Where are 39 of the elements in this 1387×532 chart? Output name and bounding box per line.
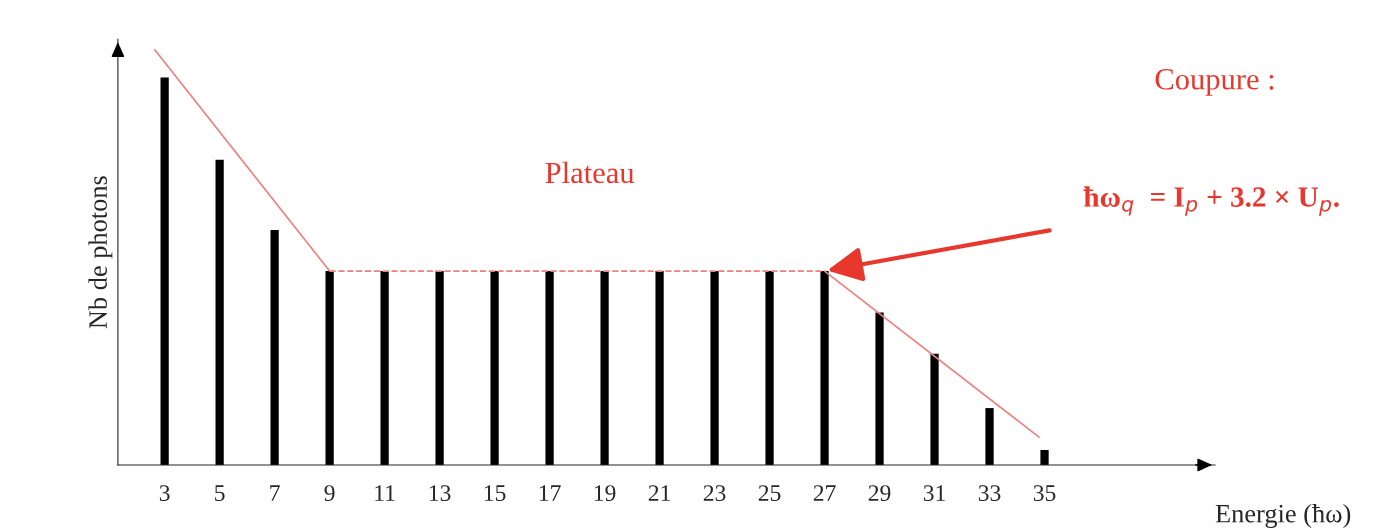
x-tick-label: 35 — [1033, 485, 1056, 502]
x-tick-label: 19 — [594, 485, 616, 502]
bar — [930, 353, 939, 465]
x-tick-label: 15 — [484, 485, 506, 502]
bar — [270, 229, 279, 465]
bar — [490, 271, 499, 465]
x-tick-label: 31 — [923, 485, 945, 502]
bar — [985, 408, 994, 465]
bar — [710, 271, 719, 465]
bar — [545, 271, 554, 465]
x-tick-label: 13 — [429, 485, 451, 502]
y-axis-title: Nb de photons — [88, 176, 113, 329]
x-tick-label: 23 — [703, 485, 726, 502]
x-tick-label: 9 — [324, 485, 335, 502]
x-tick-label: 21 — [648, 485, 670, 501]
bar — [820, 271, 829, 465]
bar — [655, 271, 664, 465]
bar — [600, 271, 609, 465]
bar — [215, 159, 224, 465]
bar — [875, 312, 884, 465]
bar — [1040, 450, 1049, 465]
x-tick-label: 3 — [159, 485, 170, 502]
bar — [160, 77, 169, 465]
x-tick-label: 5 — [215, 485, 225, 502]
bar — [380, 271, 389, 465]
annotation: Plateau — [545, 161, 635, 184]
x-tick-label: 27 — [813, 485, 836, 501]
x-tick-label: 11 — [375, 485, 395, 501]
x-tick-label: 7 — [270, 485, 280, 501]
x-tick-label: 25 — [758, 485, 781, 502]
x-tick-label: 29 — [868, 485, 891, 502]
x-axis-title: Energie (ħω) — [1215, 504, 1351, 529]
annotation: Coupure : — [1155, 69, 1274, 96]
bar — [325, 271, 334, 465]
x-tick-label: 17 — [539, 485, 561, 501]
x-tick-label: 33 — [978, 485, 1001, 502]
bar — [765, 271, 774, 465]
bar — [435, 271, 444, 465]
annotation: ħω$_{q}$ = I$_{p}$ + 3.2 × U$_{p}$. — [1083, 186, 1339, 216]
